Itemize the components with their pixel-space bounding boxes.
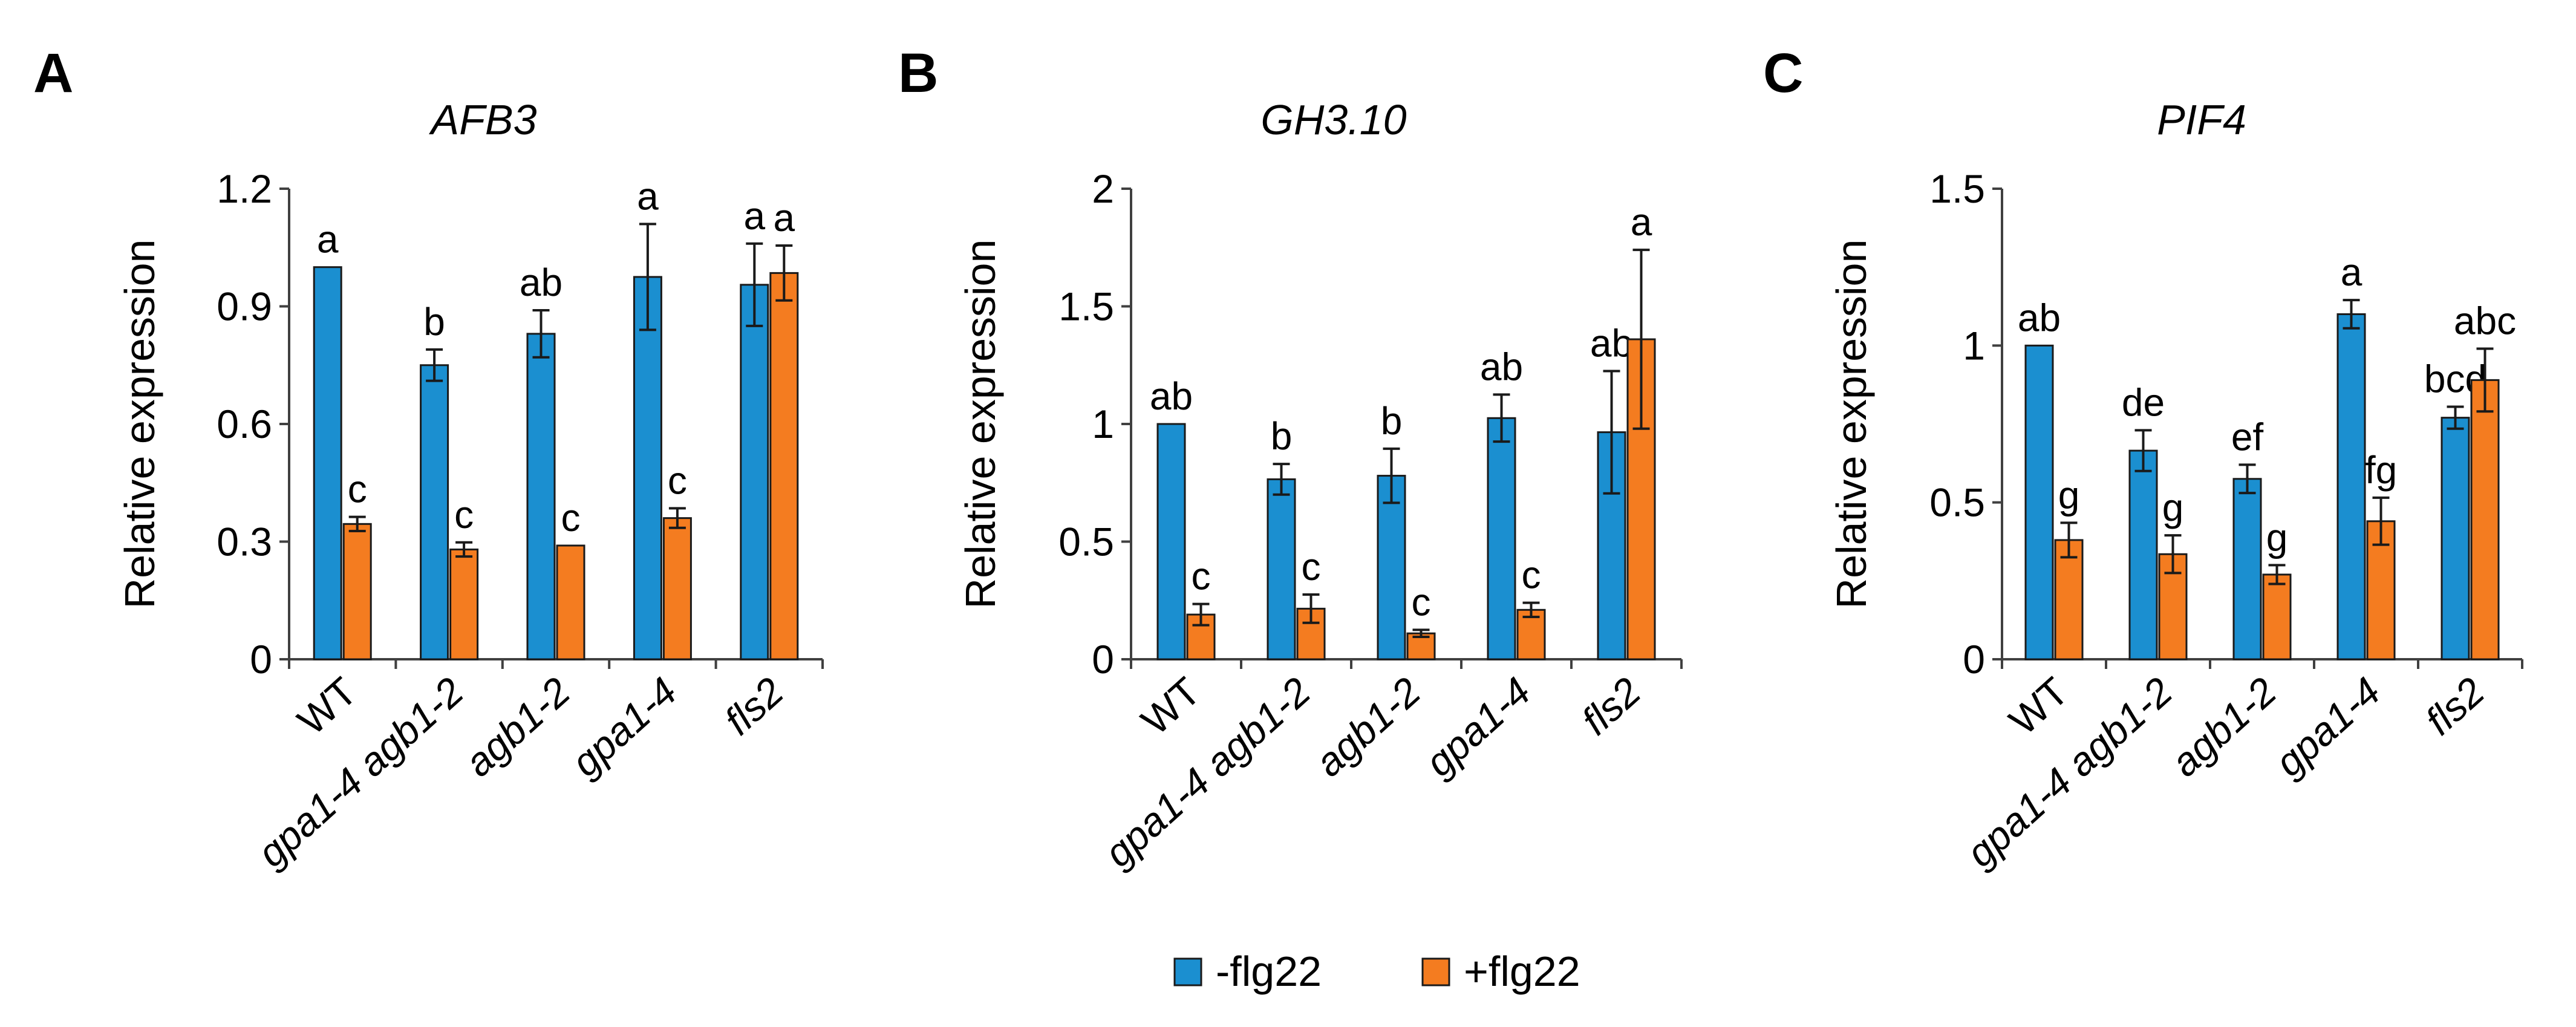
y-tick-label: 0 [1963, 637, 1985, 682]
significance-letter: de [2122, 380, 2165, 424]
panel-letter: A [33, 42, 73, 104]
x-tick-label: WT [1133, 668, 1209, 743]
bar-plus-flg22 [556, 544, 585, 660]
x-tick-label: gpa1-4 [1417, 668, 1539, 785]
x-tick-label: gpa1-4 [563, 668, 685, 785]
significance-letter: a [637, 174, 659, 218]
y-tick-label: 1.5 [1058, 284, 1114, 329]
bar-minus-flg22 [2232, 478, 2262, 660]
chart-title: PIF4 [2157, 96, 2246, 143]
x-tick-label: fls2 [716, 668, 792, 743]
panel-letter: C [1763, 42, 1803, 104]
y-axis-label: Relative expression [116, 240, 163, 609]
legend-swatch-plus [1421, 957, 1450, 986]
y-tick-label: 2 [1092, 166, 1114, 211]
legend: -flg22 +flg22 [1173, 948, 1580, 995]
y-tick-label: 1 [1092, 402, 1114, 446]
significance-letter: ab [1590, 321, 1633, 365]
bar-minus-flg22 [2024, 344, 2054, 660]
y-tick-label: 0.3 [217, 520, 272, 564]
bar-minus-flg22 [313, 266, 342, 660]
significance-letter: g [2266, 515, 2288, 559]
x-tick-label: gpa1-4 agb1-2 [1096, 668, 1319, 875]
significance-letter: a [744, 194, 766, 238]
bar-plus-flg22 [2470, 379, 2500, 660]
x-tick-label: gpa1-4 [2266, 668, 2389, 785]
bar-plus-flg22 [662, 517, 692, 660]
legend-label-plus: +flg22 [1464, 948, 1580, 995]
significance-letter: c [348, 468, 367, 511]
legend-swatch-minus [1173, 957, 1202, 986]
significance-letter: b [1381, 399, 1403, 443]
bar-plus-flg22 [769, 272, 799, 660]
significance-letter: g [2162, 486, 2184, 529]
y-tick-label: 1.2 [217, 166, 272, 211]
bar-minus-flg22 [420, 364, 449, 660]
significance-letter: c [561, 496, 581, 540]
significance-letter: a [1631, 200, 1652, 244]
significance-letter: c [668, 458, 687, 502]
y-axis-label: Relative expression [1828, 240, 1875, 609]
chart-title: AFB3 [428, 96, 536, 143]
x-tick-label: WT [2001, 668, 2077, 743]
x-tick-label: fls2 [2417, 668, 2493, 743]
bar-plus-flg22 [2262, 573, 2292, 660]
significance-letter: b [423, 300, 445, 344]
x-tick-label: fls2 [1573, 668, 1649, 743]
x-tick-label: agb1-2 [2162, 668, 2284, 785]
y-tick-label: 1.5 [1929, 166, 1985, 211]
y-tick-label: 0.5 [1058, 520, 1114, 564]
y-tick-label: 1 [1963, 323, 1985, 368]
bar-plus-flg22 [2054, 539, 2084, 660]
bar-minus-flg22 [526, 333, 556, 660]
significance-letter: c [454, 493, 474, 536]
bar-minus-flg22 [2128, 449, 2158, 660]
significance-letter: ab [1480, 345, 1523, 388]
significance-letter: a [774, 196, 795, 240]
legend-label-minus: -flg22 [1216, 948, 1322, 995]
x-tick-label: agb1-2 [456, 668, 578, 785]
significance-letter: abc [2454, 299, 2516, 343]
bar-plus-flg22 [342, 523, 372, 660]
significance-letter: ab [520, 261, 562, 304]
panel-letter: B [898, 42, 938, 104]
bar-minus-flg22 [1487, 417, 1516, 660]
significance-letter: a [2341, 250, 2362, 294]
significance-letter: a [317, 218, 339, 261]
bar-minus-flg22 [633, 276, 662, 660]
bar-minus-flg22 [1156, 423, 1186, 660]
y-tick-label: 0.6 [217, 402, 272, 446]
significance-letter: g [2058, 473, 2080, 517]
chart-panel-c: C PIF4 Relative expression 0 0.5 1 1.5 ab g WT de g… [1763, 42, 2523, 876]
significance-letter: c [1302, 545, 1321, 588]
y-axis-label: Relative expression [957, 240, 1004, 609]
y-tick-label: 0 [250, 637, 272, 682]
y-tick-label: 0.5 [1929, 480, 1985, 525]
y-tick-label: 0.9 [217, 284, 272, 329]
bar-plus-flg22 [449, 548, 479, 660]
significance-letter: ab [2018, 296, 2061, 339]
significance-letter: fg [2365, 448, 2397, 492]
x-tick-label: agb1-2 [1306, 668, 1429, 785]
bar-minus-flg22 [2336, 313, 2366, 660]
significance-letter: ef [2231, 415, 2264, 458]
x-tick-label: WT [289, 668, 365, 743]
chart-panel-a: A AFB3 Relative expression 0 0.3 0.6 0.9 1.2 a c W… [33, 42, 824, 876]
bar-minus-flg22 [740, 284, 769, 660]
significance-letter: c [1522, 553, 1541, 597]
significance-letter: b [1271, 414, 1293, 458]
significance-letter: c [1412, 580, 1431, 624]
y-tick-label: 0 [1092, 637, 1114, 682]
bar-minus-flg22 [1267, 478, 1296, 660]
bar-minus-flg22 [2441, 417, 2470, 660]
significance-letter: ab [1150, 374, 1193, 418]
chart-title: GH3.10 [1260, 96, 1406, 143]
significance-letter: c [1192, 555, 1211, 598]
